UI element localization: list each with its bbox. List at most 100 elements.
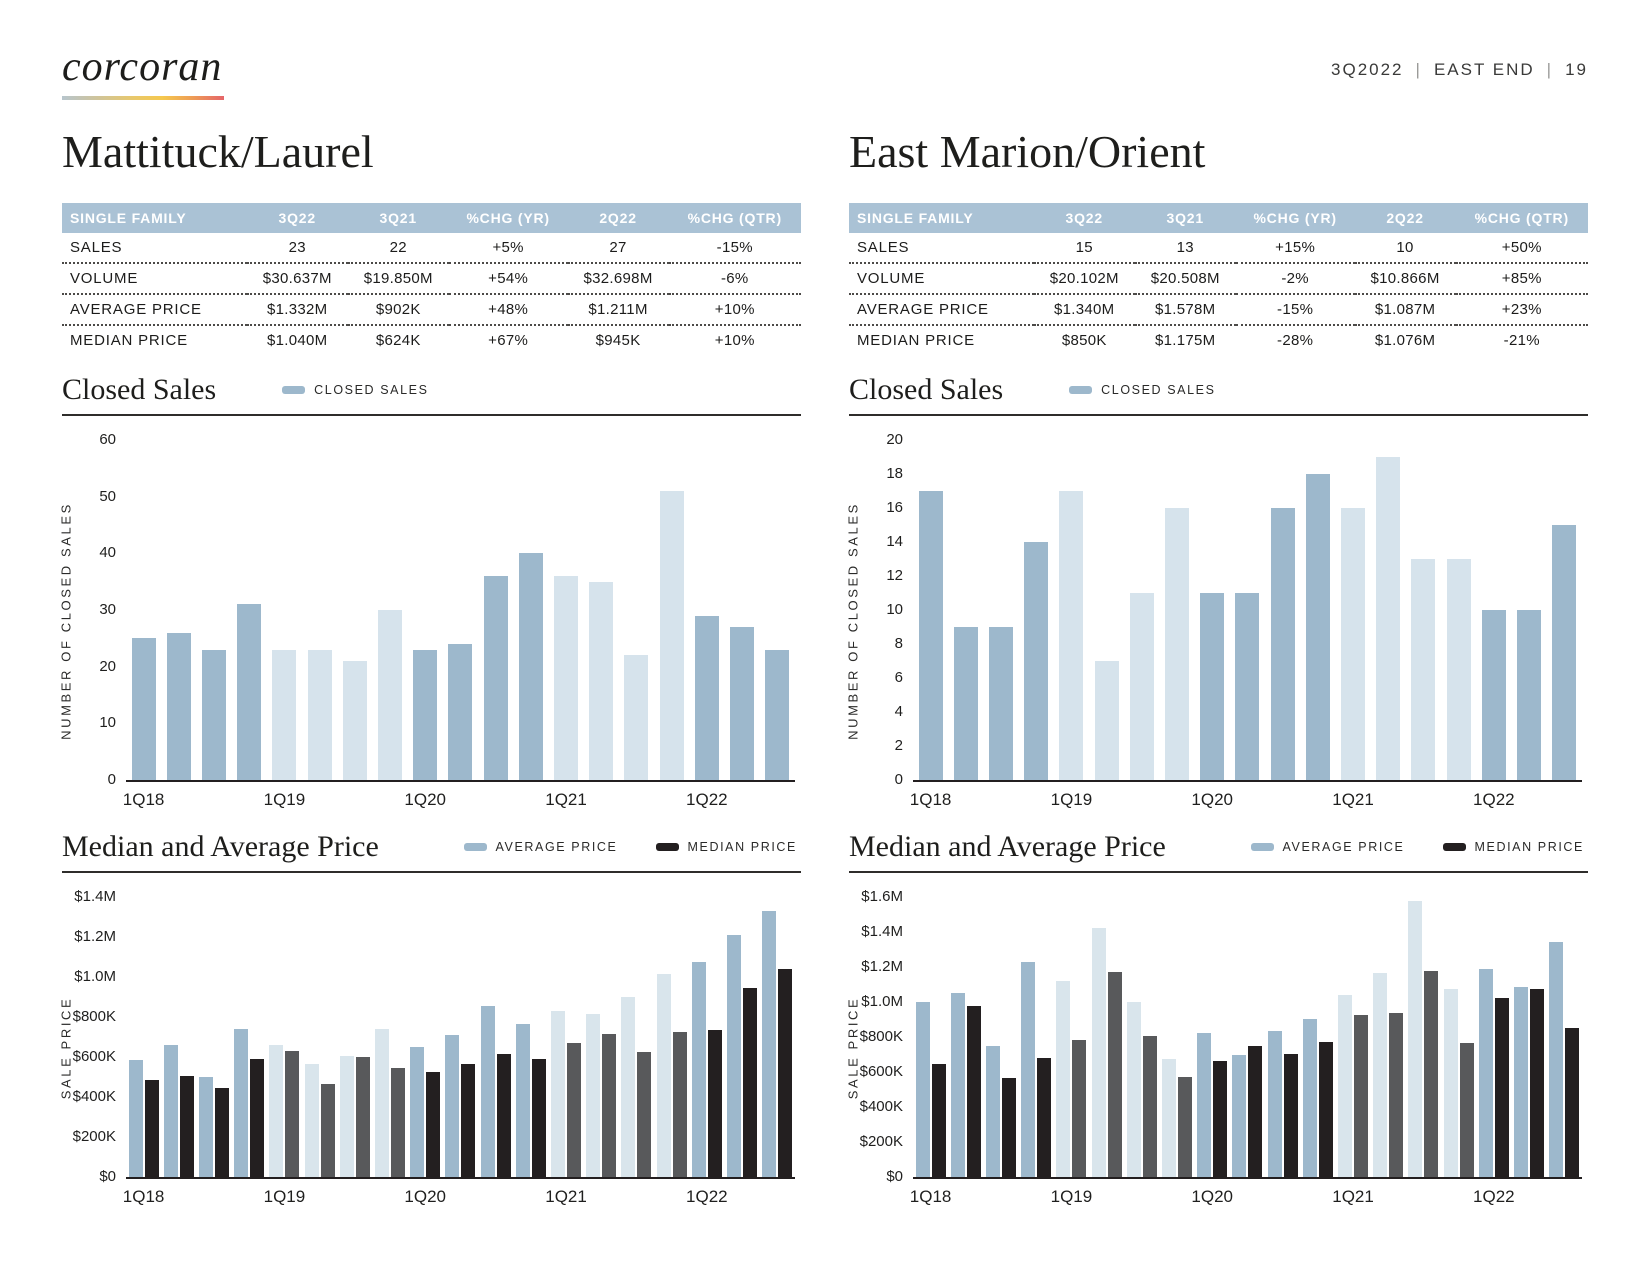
median-price-bar: [1494, 998, 1509, 1177]
average-price-bar: [163, 1044, 178, 1177]
table-cell: $1.578M: [1134, 293, 1236, 326]
average-price-bar: [515, 1023, 530, 1177]
corcoran-logo: corcoran: [62, 46, 224, 100]
average-price-bar: [691, 961, 706, 1177]
y-tick-label: $200K: [859, 1132, 903, 1150]
legend-label: MEDIAN PRICE: [1474, 839, 1584, 854]
bar-slot-1Q22: 1Q22: [1473, 899, 1515, 1206]
average-price-bar: [1126, 1001, 1141, 1177]
bar-slot-2Q18: [948, 899, 983, 1177]
table-header-row: SINGLE FAMILY 3Q22 3Q21 %CHG (YR) 2Q22 %CHG (…: [849, 202, 1588, 233]
page-header: corcoran 3Q2022 | EAST END | 19: [62, 46, 1588, 100]
closed-sales-bar: [518, 553, 543, 780]
closed-sales-bar: [272, 649, 297, 780]
bar-slot-1Q19: 1Q19: [264, 899, 305, 1206]
table-cell: 22: [347, 232, 449, 264]
average-price-bar: [339, 1055, 354, 1177]
legend-item: AVERAGE PRICE: [1250, 840, 1405, 854]
closed-sales-bar: [589, 581, 614, 780]
bar-slot-2Q21: [584, 899, 619, 1177]
table-header-cell: 3Q21: [1134, 202, 1236, 233]
closed-sales-bar: [1200, 592, 1225, 780]
y-tick-label: $800K: [72, 1007, 116, 1025]
table-cell: $850K: [1061, 331, 1107, 349]
bar-slot-4Q20: [513, 899, 548, 1177]
closed-sales-bar: [1411, 558, 1436, 780]
y-tick-label: 30: [99, 600, 116, 618]
y-tick-label: 40: [99, 544, 116, 562]
bar-slot-1Q19: 1Q19: [264, 442, 305, 809]
table-cell: $32.698M: [567, 262, 669, 295]
table-cell: $1.087M: [1354, 293, 1456, 326]
x-tick-label: 1Q22: [1473, 1186, 1515, 1206]
table-row: SALES 15 13 +15% 10 +50%: [849, 232, 1588, 264]
closed-sales-bar: [202, 649, 226, 780]
chart-legend: CLOSED SALES: [282, 383, 428, 397]
table-cell: $1.211M: [567, 293, 669, 326]
bar-slot-3Q21: [619, 442, 654, 780]
average-price-bar: [1162, 1058, 1177, 1177]
y-tick-label: $1.6M: [861, 887, 903, 905]
table-cell: -21%: [1503, 331, 1540, 349]
table-header-cell: 2Q22: [567, 202, 669, 233]
table-cell: 13: [1134, 232, 1236, 264]
closed-sales-bar: [448, 643, 473, 780]
closed-sales-bar: [307, 649, 332, 780]
closed-sales-bar: [730, 626, 755, 780]
bar-slot-2Q21: [1371, 899, 1406, 1177]
bar-slot-4Q18: [1019, 442, 1054, 780]
bar-slot-4Q20: [1300, 442, 1335, 780]
bar-slot-4Q21: [654, 442, 689, 780]
closed-sales-bar: [378, 609, 403, 780]
bar-slot-2Q19: [1089, 899, 1124, 1177]
bar-slot-2Q22: [724, 442, 759, 780]
meta-separator: |: [1415, 60, 1422, 79]
bar-slot-1Q20: 1Q20: [1191, 899, 1233, 1206]
y-tick-label: 50: [99, 487, 116, 505]
bar-slot-4Q18: [232, 442, 267, 780]
y-axis-title: NUMBER OF CLOSED SALES: [58, 501, 74, 740]
chart-header: Closed Sales CLOSED SALES: [849, 374, 1588, 416]
table-cell: +48%: [448, 293, 568, 326]
plot-area: 0 2 4 6 8 10 12 14 16 18 20 1Q18 1Q19 1Q20 1Q21 1Q22: [886, 431, 1582, 809]
bar-slot-1Q18: 1Q18: [123, 442, 164, 809]
y-tick-label: 4: [894, 702, 903, 720]
table-header-cell: %CHG (QTR): [668, 202, 801, 233]
average-price-bar: [375, 1028, 390, 1177]
single-family-stats-table: SINGLE FAMILY 3Q22 3Q21 %CHG (YR) 2Q22 %CHG (…: [62, 202, 801, 355]
bar-slot-4Q19: [1159, 442, 1194, 780]
closed-sales-chart: NUMBER OF CLOSED SALES 0 2 4 6 8 10 12 14 16 18 20…: [846, 416, 1582, 826]
average-price-bar: [1197, 1033, 1212, 1177]
bar-slot-4Q21: [1441, 442, 1476, 780]
average-price-bar: [234, 1028, 249, 1177]
table-cell: +85%: [1455, 262, 1588, 295]
median-price-bar: [1178, 1077, 1193, 1177]
table-cell: $20.508M: [1134, 262, 1236, 295]
bar-slot-1Q21: 1Q21: [1332, 442, 1374, 809]
median-price-bar: [602, 1033, 617, 1177]
average-price-bar: [1091, 928, 1106, 1177]
bar-slot-3Q19: [337, 899, 372, 1177]
table-cell: MEDIAN PRICE: [857, 331, 975, 349]
bar-slot-1Q20: 1Q20: [404, 442, 446, 809]
average-price-swatch-icon: [1250, 842, 1274, 851]
median-price-bar: [1354, 1015, 1369, 1177]
x-tick-label: 1Q18: [122, 789, 165, 809]
closed-sales-bar: [694, 615, 719, 780]
closed-sales-bar: [166, 632, 191, 780]
closed-sales-bar: [1376, 456, 1401, 780]
table-cell: $1.332M: [246, 293, 348, 326]
bar-slot-3Q18: [983, 442, 1018, 780]
table-cell: AVERAGE PRICE: [849, 293, 1034, 326]
table-header-cell: 3Q22: [246, 202, 348, 233]
closed-sales-bar: [483, 575, 508, 780]
page-number: 19: [1565, 60, 1588, 79]
bar-slot-4Q19: [1159, 899, 1194, 1177]
x-tick-label: 1Q18: [909, 789, 952, 809]
average-price-bar: [199, 1076, 213, 1177]
x-tick-label: 1Q21: [545, 789, 587, 809]
bar-slot-3Q22: [760, 442, 795, 780]
table-cell: $902K: [347, 293, 449, 326]
x-tick-label: 1Q21: [545, 1186, 587, 1206]
